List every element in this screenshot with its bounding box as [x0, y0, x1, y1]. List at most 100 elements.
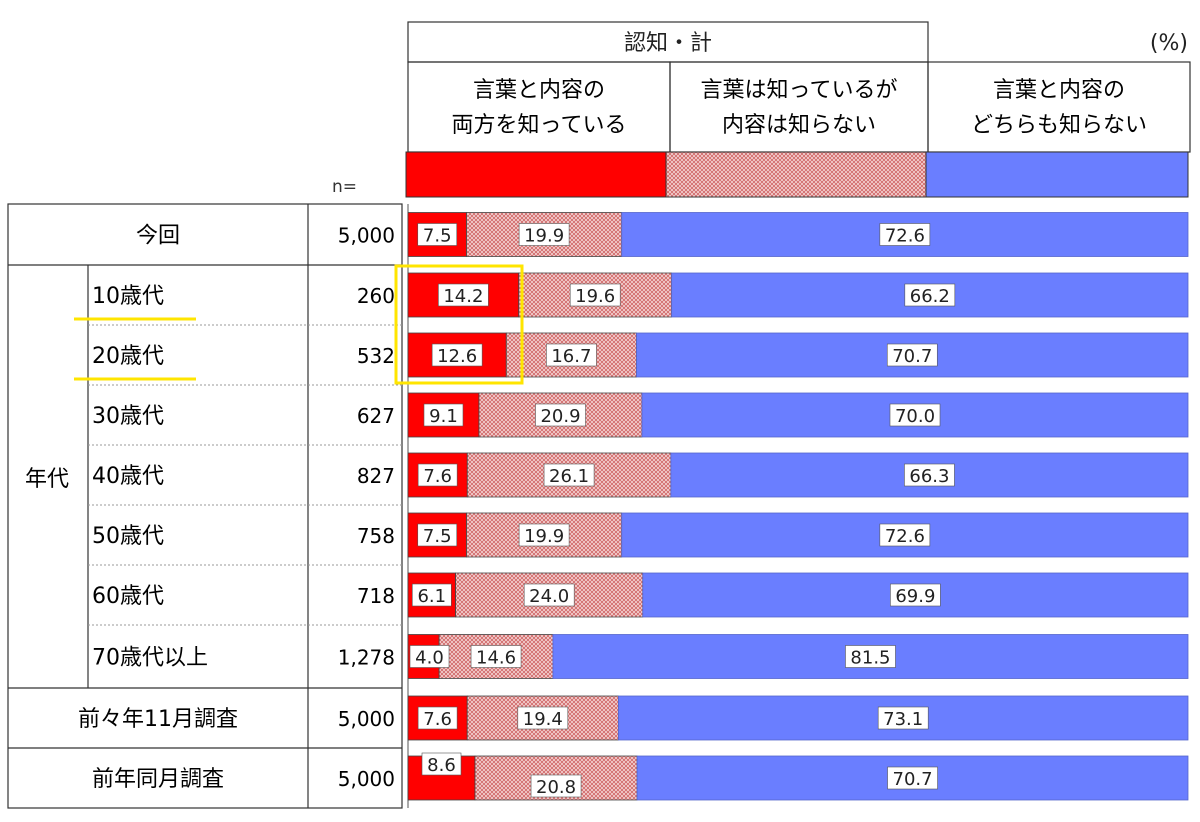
legend-1-line1: 言葉と内容の: [473, 78, 605, 103]
highlight-box: [394, 264, 524, 385]
group-label-nendai: 年代: [25, 467, 69, 492]
row-n-value: 1,278: [338, 646, 395, 670]
value-label: 72.6: [885, 226, 925, 247]
row-label: 前々年11月調査: [78, 707, 238, 732]
value-label: 73.1: [883, 709, 923, 730]
value-label-box: [431, 343, 483, 367]
legend-2-line2: 内容は知らない: [722, 113, 876, 138]
row-n-value: 5,000: [338, 707, 395, 731]
value-label: 7.5: [423, 226, 452, 247]
value-label-box: [417, 223, 458, 246]
value-label: 70.7: [892, 346, 932, 367]
value-labels: 7.5 19.9 72.6 14.2 19.6 66.2 12.6 16.7 70.7 9.1 20…: [409, 223, 956, 798]
row-n-value: 5,000: [338, 767, 395, 791]
value-label-box: [530, 774, 582, 798]
value-label: 6.1: [417, 586, 446, 607]
value-label-box: [879, 223, 931, 246]
row-label: 30歳代: [92, 404, 164, 429]
row-n-value: 758: [357, 524, 395, 548]
value-label: 7.6: [423, 466, 452, 487]
legend-swatch-2: [665, 151, 927, 198]
value-label-box: [877, 706, 929, 730]
value-label: 72.6: [885, 526, 925, 547]
value-label-box: [886, 343, 938, 367]
legend-2-line1: 言葉は知っているが: [701, 78, 898, 103]
value-label: 70.7: [893, 769, 933, 790]
header-group-label: 認知・計: [624, 31, 712, 56]
value-label: 19.4: [523, 709, 563, 730]
value-label-box: [421, 752, 462, 776]
value-label: 12.6: [437, 346, 477, 367]
row-n-value: 627: [357, 404, 395, 428]
value-label: 70.0: [895, 406, 935, 427]
value-label: 7.5: [423, 526, 452, 547]
legend-3-line2: どちらも知らない: [971, 113, 1147, 138]
value-label: 81.5: [850, 648, 890, 669]
row-label: 60歳代: [92, 584, 164, 609]
value-label-box: [417, 523, 458, 547]
value-label-box: [535, 403, 586, 427]
value-label-box: [417, 706, 458, 730]
value-label-box: [887, 766, 938, 790]
value-label: 69.9: [895, 586, 935, 607]
value-label: 26.1: [549, 466, 589, 487]
row-n-value: 827: [357, 464, 395, 488]
value-label: 20.8: [536, 777, 576, 798]
value-label-box: [438, 283, 489, 307]
value-label: 19.9: [524, 226, 564, 247]
row-n-value: 5,000: [338, 224, 395, 248]
value-label: 7.6: [423, 709, 452, 730]
value-label: 66.2: [910, 286, 950, 307]
annotations: [74, 264, 524, 385]
row-n-value: 532: [357, 344, 395, 368]
value-label-box: [411, 583, 452, 607]
n-header: n=: [332, 177, 357, 197]
value-label: 66.3: [909, 466, 949, 487]
row-n-value: 718: [357, 584, 395, 608]
value-label-box: [889, 403, 941, 427]
value-label-box: [546, 343, 597, 367]
value-label-box: [904, 463, 955, 487]
legend-1-line2: 両方を知っている: [452, 113, 627, 138]
row-label: 前年同月調査: [92, 767, 224, 792]
value-label-box: [879, 523, 931, 547]
value-label-box: [890, 583, 941, 607]
value-label: 8.6: [427, 755, 456, 776]
value-label-box: [423, 403, 464, 427]
value-label-box: [470, 645, 522, 668]
percent-unit-label: (%): [1150, 31, 1188, 56]
table-frame: [7, 203, 403, 809]
value-label-box: [569, 283, 621, 307]
legend-swatch-1: [405, 151, 667, 198]
value-label: 16.7: [551, 346, 591, 367]
value-label: 14.6: [476, 648, 516, 669]
row-label: 40歳代: [92, 464, 164, 489]
value-label: 20.9: [540, 406, 580, 427]
row-label: 70歳代以上: [92, 646, 208, 671]
value-label: 4.0: [415, 648, 444, 669]
value-label-box: [518, 223, 570, 246]
legend-swatch-3: [925, 151, 1189, 198]
legend-cell-1: [407, 61, 671, 153]
value-label-box: [417, 463, 458, 487]
row-label: 10歳代: [92, 284, 164, 309]
bar-segment: [617, 695, 1189, 741]
value-label: 19.9: [524, 526, 564, 547]
legend-cell-3: [927, 61, 1191, 153]
legend-cell-2: [669, 61, 929, 153]
row-label: 50歳代: [92, 524, 164, 549]
value-label: 9.1: [429, 406, 458, 427]
row-label: 今回: [136, 224, 180, 249]
value-label-box: [518, 523, 570, 547]
row-n-value: 260: [357, 284, 395, 308]
value-label-box: [409, 645, 450, 668]
row-label: 20歳代: [92, 344, 164, 369]
value-label-box: [845, 645, 896, 668]
value-label: 24.0: [529, 586, 569, 607]
value-label: 19.6: [575, 286, 615, 307]
value-label-box: [517, 706, 569, 730]
row-labels: 今回 5,000 10歳代 260 20歳代 532 30歳代 627 40歳代 827 50歳代 7…: [78, 224, 395, 793]
legend-3-line1: 言葉と内容の: [993, 78, 1125, 103]
value-label-box: [523, 583, 575, 607]
